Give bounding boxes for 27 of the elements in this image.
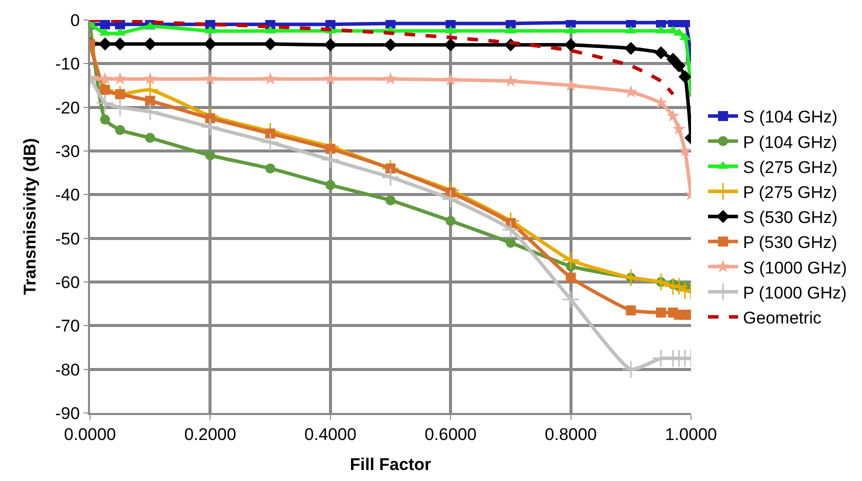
y-tick-label: -50: [55, 229, 80, 248]
y-tick-label: -90: [55, 404, 80, 423]
legend-label: S (275 GHz): [743, 158, 838, 177]
y-tick-label: -60: [55, 272, 80, 292]
legend-label: P (104 GHz): [743, 132, 838, 152]
legend-label: P (1000 GHz): [743, 283, 847, 302]
x-axis-title: Fill Factor: [350, 455, 432, 474]
y-axis-title: Transmissivity (dB): [20, 138, 40, 295]
y-tick-label: -70: [55, 316, 80, 336]
y-tick-label: -20: [55, 98, 80, 118]
y-tick-label: -10: [55, 54, 80, 74]
x-tick-label: 0.0000: [64, 425, 116, 444]
y-tick-label: 0: [70, 10, 80, 30]
y-tick-label: -80: [55, 360, 80, 380]
y-tick-label: -40: [55, 186, 80, 205]
x-tick-label: 0.4000: [304, 425, 356, 444]
legend-label: S (530 GHz): [743, 208, 838, 228]
legend-label: S (104 GHz): [743, 108, 838, 127]
x-tick-label: 0.8000: [544, 425, 597, 444]
x-tick-label: 1.0000: [665, 425, 717, 444]
legend-label: S (1000 GHz): [743, 258, 847, 278]
x-tick-label: 0.2000: [184, 425, 236, 444]
legend-label: P (530 GHz): [743, 233, 838, 252]
x-tick-label: 0.6000: [424, 425, 477, 444]
y-tick-label: -30: [55, 142, 80, 161]
legend-label: Geometric: [743, 308, 822, 328]
legend-label: P (275 GHz): [743, 182, 838, 202]
